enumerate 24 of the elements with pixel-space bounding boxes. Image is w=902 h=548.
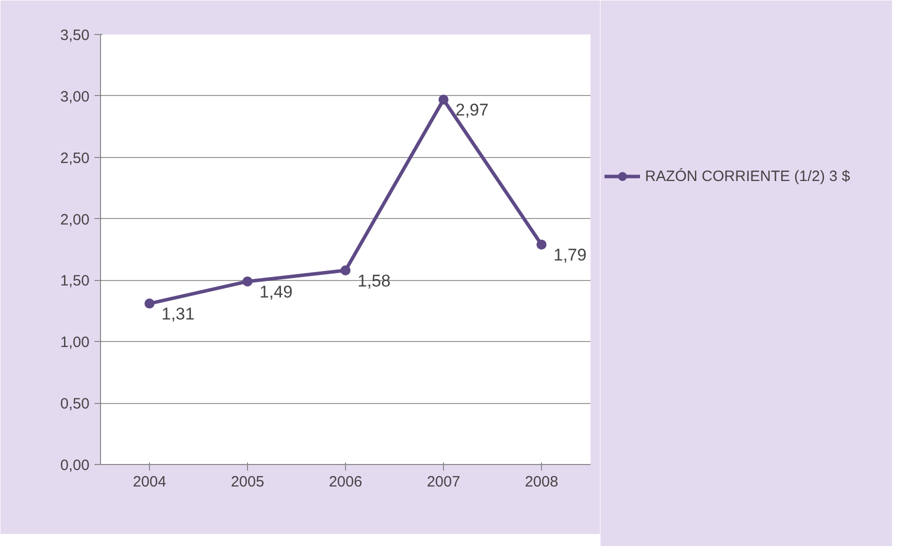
data-label: 1,58 [358,271,391,290]
point [144,298,154,309]
point [438,94,448,105]
y-tick-label: 3,50 [60,27,90,44]
legend-label: RAZÓN CORRIENTE (1/2) 3 $ [645,168,850,184]
y-tick-label: 1,50 [60,272,90,290]
y-tick-label: 2,00 [60,211,90,228]
y-tick-label: 0,50 [60,396,90,413]
x-tick-label: 2004 [132,474,166,490]
x-tick-label: 2005 [230,474,264,490]
data-label: 1,49 [260,282,293,302]
data-label: 1,31 [162,304,195,324]
y-tick-label: 3,00 [60,88,90,106]
y-tick-label: 2,50 [60,150,90,167]
point [536,240,546,250]
data-label: 1,79 [554,246,587,265]
x-tick-label: 2007 [426,474,460,490]
y-tick-label: 0,00 [60,457,90,474]
x-tick-label: 2006 [328,474,362,490]
point [242,276,252,286]
point [340,265,350,276]
y-tick-label: 1,00 [60,334,90,352]
data-label: 2,97 [456,100,489,120]
x-tick-label: 2008 [524,474,558,490]
